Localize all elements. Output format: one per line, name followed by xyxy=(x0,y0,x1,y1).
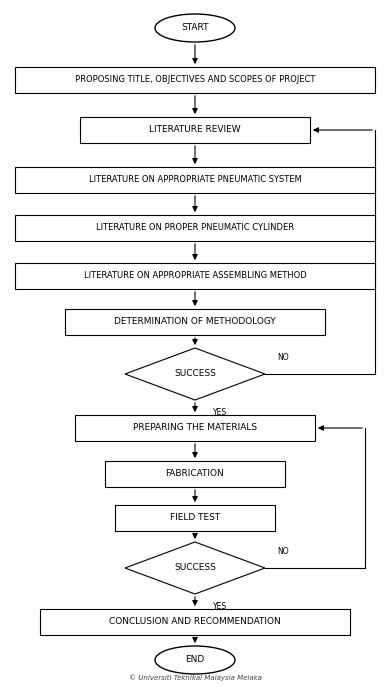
Text: FIELD TEST: FIELD TEST xyxy=(170,514,220,523)
FancyBboxPatch shape xyxy=(65,309,325,335)
Text: SUCCESS: SUCCESS xyxy=(174,370,216,379)
Text: START: START xyxy=(181,23,209,32)
FancyBboxPatch shape xyxy=(15,167,375,193)
Text: PROPOSING TITLE, OBJECTIVES AND SCOPES OF PROJECT: PROPOSING TITLE, OBJECTIVES AND SCOPES O… xyxy=(75,75,315,84)
Text: SUCCESS: SUCCESS xyxy=(174,563,216,573)
FancyBboxPatch shape xyxy=(15,67,375,93)
Ellipse shape xyxy=(155,646,235,674)
Text: DETERMINATION OF METHODOLOGY: DETERMINATION OF METHODOLOGY xyxy=(114,318,276,327)
Text: YES: YES xyxy=(213,408,227,417)
FancyBboxPatch shape xyxy=(105,461,285,487)
Text: FABRICATION: FABRICATION xyxy=(166,469,224,479)
Text: LITERATURE ON APPROPRIATE PNEUMATIC SYSTEM: LITERATURE ON APPROPRIATE PNEUMATIC SYST… xyxy=(89,176,301,185)
Text: PREPARING THE MATERIALS: PREPARING THE MATERIALS xyxy=(133,423,257,432)
Polygon shape xyxy=(125,348,265,400)
FancyBboxPatch shape xyxy=(115,505,275,531)
Polygon shape xyxy=(125,542,265,594)
Ellipse shape xyxy=(155,14,235,42)
FancyBboxPatch shape xyxy=(80,117,310,143)
FancyBboxPatch shape xyxy=(40,609,350,635)
FancyBboxPatch shape xyxy=(75,415,315,441)
FancyBboxPatch shape xyxy=(15,215,375,241)
Text: YES: YES xyxy=(213,602,227,611)
Text: END: END xyxy=(185,656,205,665)
Text: NO: NO xyxy=(277,353,289,362)
Text: NO: NO xyxy=(277,547,289,556)
Text: © Universiti Teknikal Malaysia Melaka: © Universiti Teknikal Malaysia Melaka xyxy=(129,674,261,681)
FancyBboxPatch shape xyxy=(15,263,375,289)
Text: CONCLUSION AND RECOMMENDATION: CONCLUSION AND RECOMMENDATION xyxy=(109,617,281,626)
Text: LITERATURE REVIEW: LITERATURE REVIEW xyxy=(149,126,241,134)
Text: LITERATURE ON APPROPRIATE ASSEMBLING METHOD: LITERATURE ON APPROPRIATE ASSEMBLING MET… xyxy=(83,272,307,281)
Text: LITERATURE ON PROPER PNEUMATIC CYLINDER: LITERATURE ON PROPER PNEUMATIC CYLINDER xyxy=(96,224,294,233)
